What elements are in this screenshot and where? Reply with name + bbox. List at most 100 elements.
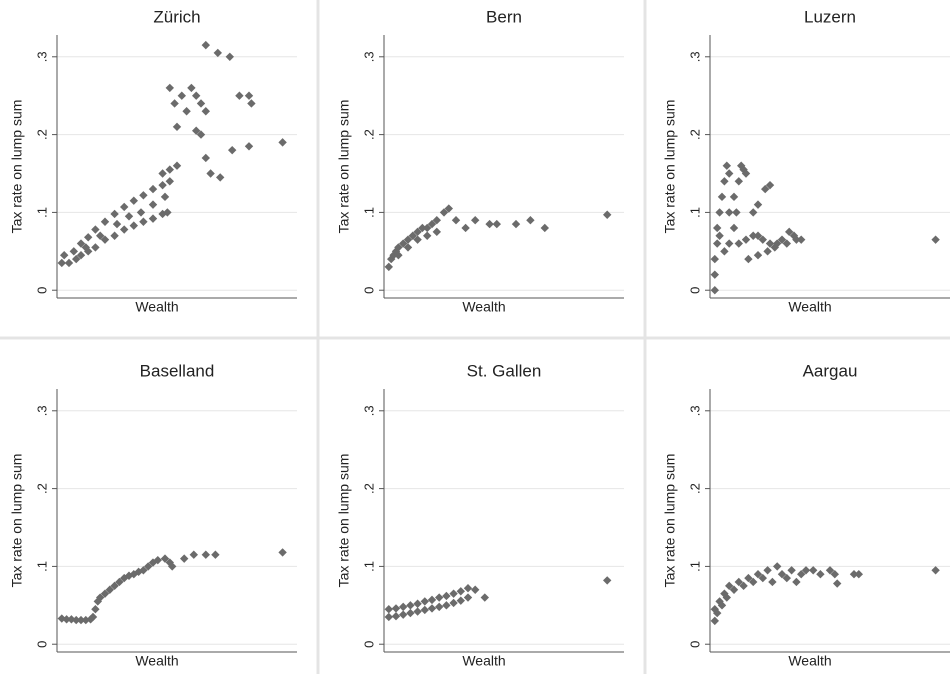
- y-tick-label: .3: [34, 405, 49, 416]
- data-point: [211, 550, 220, 559]
- data-point: [713, 608, 722, 618]
- data-point: [456, 587, 465, 596]
- data-point: [391, 604, 401, 613]
- data-point: [403, 243, 413, 252]
- data-point: [153, 555, 162, 565]
- data-point: [833, 579, 842, 588]
- data-point: [717, 601, 727, 610]
- data-point: [432, 215, 441, 225]
- data-point: [64, 258, 74, 268]
- data-point: [100, 589, 110, 598]
- data-point: [148, 558, 158, 567]
- data-point: [715, 597, 724, 606]
- data-point: [62, 615, 71, 624]
- data-point: [782, 573, 791, 583]
- data-point: [442, 601, 451, 610]
- data-point: [765, 180, 775, 190]
- data-point: [196, 130, 206, 139]
- data-point: [165, 165, 174, 174]
- data-point: [81, 243, 90, 252]
- data-point: [100, 235, 110, 244]
- data-point: [120, 225, 129, 234]
- y-tick-label: .3: [687, 405, 702, 416]
- data-point: [201, 550, 210, 559]
- data-point: [511, 219, 521, 229]
- data-point: [278, 548, 287, 557]
- data-point: [603, 210, 612, 219]
- data-point: [192, 91, 201, 100]
- y-tick-label: 0: [361, 641, 376, 648]
- data-point: [139, 191, 148, 200]
- data-point: [158, 180, 167, 190]
- data-point: [86, 615, 95, 624]
- y-tick-label: 0: [687, 641, 702, 648]
- data-point: [247, 99, 256, 108]
- data-point: [773, 239, 782, 248]
- data-point: [60, 251, 69, 260]
- data-point: [201, 153, 210, 163]
- data-point: [777, 235, 787, 244]
- data-point: [168, 562, 177, 571]
- data-point: [423, 231, 432, 240]
- data-point: [100, 217, 110, 226]
- data-point: [115, 577, 124, 587]
- data-point: [160, 192, 170, 202]
- data-point: [749, 577, 758, 587]
- data-point: [816, 569, 825, 579]
- data-point: [399, 602, 408, 612]
- panel-title: Zürich: [153, 7, 200, 26]
- data-point: [384, 262, 393, 272]
- data-point: [420, 605, 429, 615]
- y-tick-label: 0: [361, 287, 376, 294]
- data-point: [235, 91, 244, 100]
- data-point: [206, 169, 215, 178]
- data-point: [734, 239, 743, 248]
- data-point: [435, 602, 444, 612]
- data-point: [180, 554, 189, 563]
- data-point: [435, 593, 444, 602]
- data-point: [741, 169, 751, 178]
- data-point: [177, 91, 186, 100]
- y-axis-label: Tax rate on lump sum: [336, 100, 352, 234]
- y-tick-label: .3: [687, 51, 702, 62]
- data-point: [734, 177, 743, 186]
- data-point: [449, 598, 458, 608]
- x-axis-label: Wealth: [135, 653, 178, 669]
- data-point: [72, 254, 81, 264]
- data-point: [57, 258, 66, 268]
- data-point: [471, 215, 480, 225]
- data-point: [189, 550, 198, 559]
- data-point: [715, 208, 724, 217]
- y-tick-label: .1: [361, 561, 376, 572]
- data-point: [710, 254, 719, 264]
- data-point: [710, 286, 719, 295]
- y-tick-label: 0: [34, 641, 49, 648]
- data-point: [96, 231, 105, 240]
- data-point: [753, 569, 763, 579]
- data-point: [773, 562, 782, 571]
- y-tick-label: .1: [687, 207, 702, 218]
- y-axis-label: Tax rate on lump sum: [662, 100, 678, 234]
- data-point: [408, 231, 417, 240]
- data-point: [725, 169, 734, 178]
- data-point: [158, 169, 167, 178]
- x-axis-label: Wealth: [135, 299, 178, 315]
- data-point: [148, 184, 158, 194]
- data-point: [423, 223, 432, 233]
- data-point: [797, 569, 806, 579]
- data-point: [732, 208, 741, 217]
- data-point: [768, 577, 777, 587]
- data-point: [384, 605, 393, 614]
- y-axis-label: Tax rate on lump sum: [662, 454, 678, 588]
- data-point: [384, 612, 393, 622]
- data-point: [480, 593, 489, 602]
- data-point: [854, 569, 863, 579]
- panel-title: St. Gallen: [467, 361, 542, 380]
- data-point: [76, 251, 86, 260]
- y-axis-label: Tax rate on lump sum: [9, 454, 25, 588]
- data-point: [163, 208, 172, 217]
- data-point: [136, 208, 146, 217]
- data-point: [427, 595, 437, 605]
- data-point: [427, 219, 437, 229]
- data-point: [849, 569, 859, 579]
